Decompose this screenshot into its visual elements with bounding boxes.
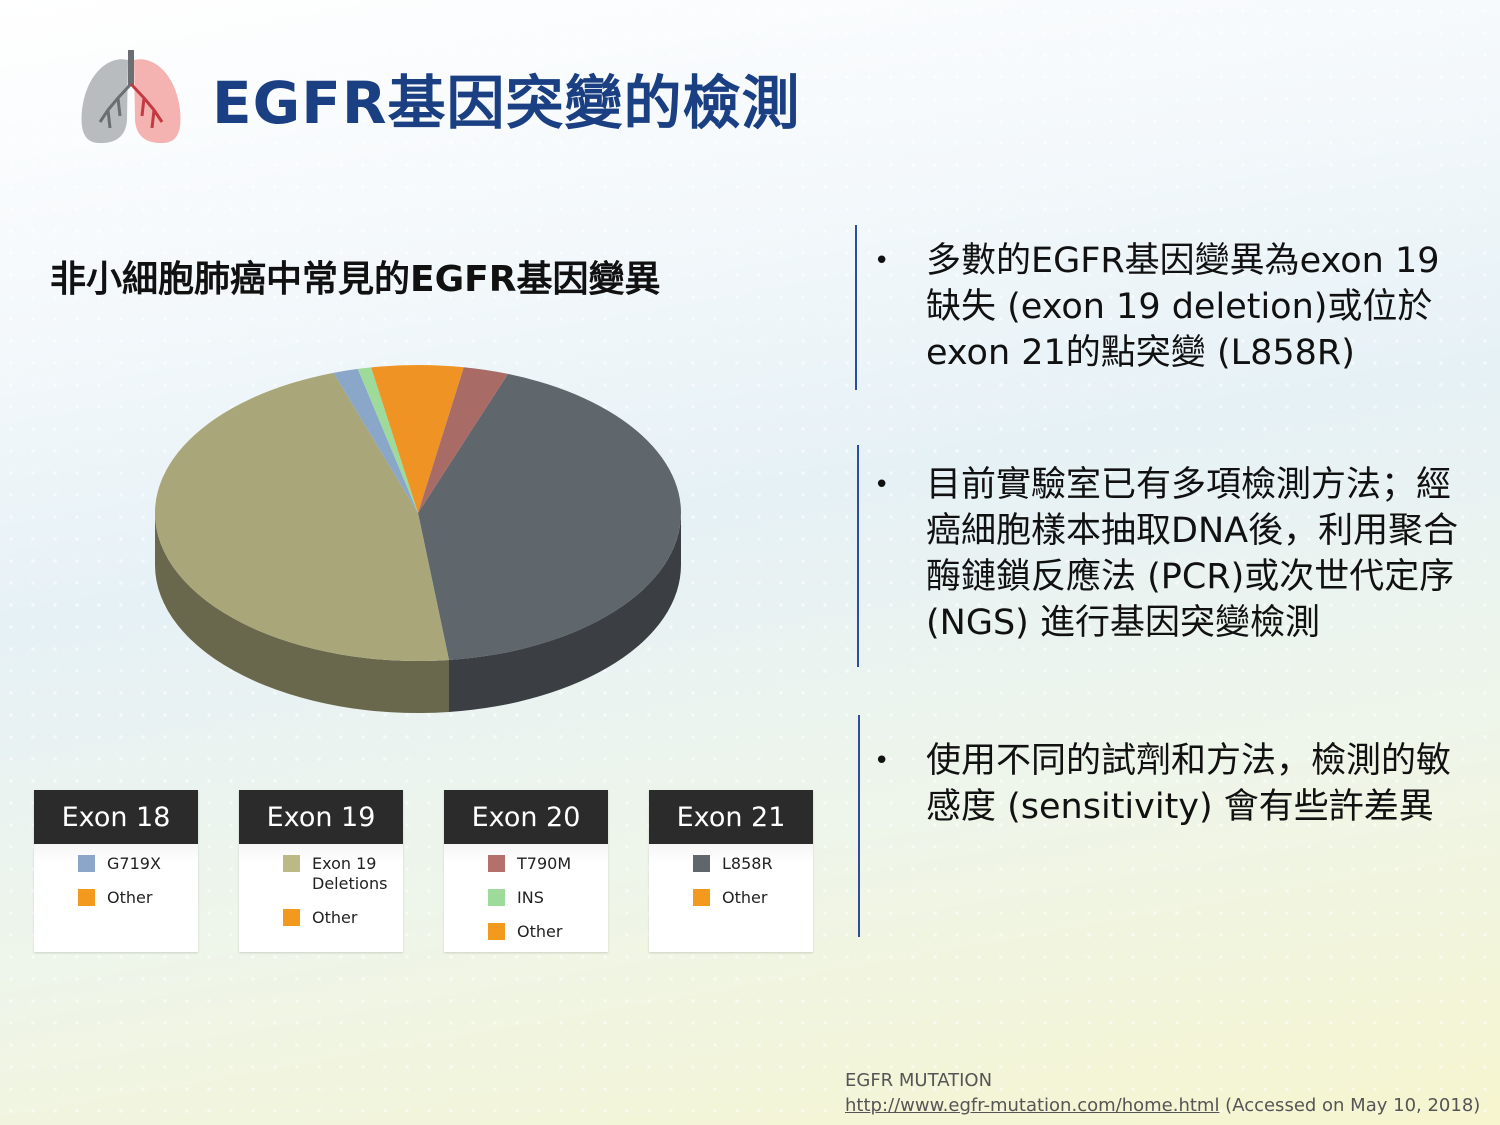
pie-slice-other <box>371 365 464 513</box>
legend-item: Other <box>78 888 198 908</box>
bullet-dot: • <box>874 246 890 276</box>
legend-header: Exon 20 <box>444 790 608 844</box>
source-citation: EGFR MUTATION http://www.egfr-mutation.c… <box>845 1068 1480 1118</box>
legend-item: INS <box>488 888 608 908</box>
legend-swatch <box>283 855 300 872</box>
legend-item: Other <box>488 922 608 942</box>
legend-item: G719X <box>78 854 198 874</box>
legend-swatch <box>488 855 505 872</box>
bullet-dot: • <box>874 470 890 500</box>
legend-label: L858R <box>722 854 773 873</box>
bullet-dot: • <box>874 746 890 776</box>
bullet-text: 使用不同的試劑和方法，檢測的敏感度 (sensitivity) 會有些許差異 <box>926 741 1452 827</box>
pie-slice-exon-19-deletions <box>154 372 449 662</box>
bullet-1: • 多數的EGFR基因變異為exon 19缺失 (exon 19 deletio… <box>870 238 1470 376</box>
legend-items: G719X Other <box>34 844 198 908</box>
pie-slice-l858r <box>418 373 682 660</box>
pie-slice-ins <box>357 367 418 513</box>
legend-items: Exon 19 Deletions Other <box>239 844 403 928</box>
legend-item: Other <box>693 888 813 908</box>
legend-items: L858R Other <box>649 844 813 908</box>
source-accessed: (Accessed on May 10, 2018) <box>1219 1095 1481 1116</box>
bullet-text: 目前實驗室已有多項檢測方法；經癌細胞樣本抽取DNA後，利用聚合酶鏈鎖反應法 (P… <box>926 465 1459 643</box>
legend-swatch <box>78 855 95 872</box>
legend-header: Exon 21 <box>649 790 813 844</box>
pie-chart <box>154 365 682 713</box>
legend-label: Other <box>312 908 358 927</box>
legend-label: Other <box>722 888 768 907</box>
source-title: EGFR MUTATION <box>845 1070 993 1091</box>
legend-item: Exon 19 Deletions <box>283 854 403 894</box>
chart-subtitle: 非小細胞肺癌中常見的EGFR基因變異 <box>50 259 661 300</box>
pie-slice-g719x <box>333 368 418 513</box>
divider-line-1 <box>855 225 857 390</box>
source-line: http://www.egfr-mutation.com/home.html (… <box>845 1093 1480 1118</box>
bullet-text: 多數的EGFR基因變異為exon 19缺失 (exon 19 deletion)… <box>926 241 1440 373</box>
pie-side-exon-19-deletions <box>155 513 449 713</box>
legend-swatch <box>693 889 710 906</box>
pie-slice-t790m <box>418 367 508 513</box>
source-link[interactable]: http://www.egfr-mutation.com/home.html <box>845 1095 1220 1116</box>
legend-item: Other <box>283 908 403 928</box>
legend-swatch <box>78 889 95 906</box>
legend-label: Other <box>107 888 153 907</box>
legend-swatch <box>693 855 710 872</box>
legend-items: T790M INS Other <box>444 844 608 942</box>
legend-box-3: Exon 20 T790M INS Other <box>444 790 608 952</box>
legend-header: Exon 18 <box>34 790 198 844</box>
legend-label: Other <box>517 922 563 941</box>
divider-line-2 <box>857 445 859 667</box>
legend-item: L858R <box>693 854 813 874</box>
legend-swatch <box>488 889 505 906</box>
legend-box-4: Exon 21 L858R Other <box>649 790 813 952</box>
legend-label: T790M <box>517 854 572 873</box>
legend-box-2: Exon 19 Exon 19 Deletions Other <box>239 790 403 952</box>
legend-swatch <box>488 923 505 940</box>
lungs-icon <box>81 50 181 144</box>
page-title: EGFR基因突變的檢測 <box>212 69 801 137</box>
legend-label: Exon 19 Deletions <box>312 854 388 893</box>
bullet-3: • 使用不同的試劑和方法，檢測的敏感度 (sensitivity) 會有些許差異 <box>870 738 1470 830</box>
legend-header: Exon 19 <box>239 790 403 844</box>
bullet-2: • 目前實驗室已有多項檢測方法；經癌細胞樣本抽取DNA後，利用聚合酶鏈鎖反應法 … <box>870 462 1470 646</box>
legend-box-1: Exon 18 G719X Other <box>34 790 198 952</box>
legend-label: INS <box>517 888 544 907</box>
legend-swatch <box>283 909 300 926</box>
divider-line-3 <box>858 715 860 937</box>
pie-side-l858r <box>449 513 681 712</box>
legend-label: G719X <box>107 854 161 873</box>
title-area: EGFR基因突變的檢測 <box>78 48 801 148</box>
legend-item: T790M <box>488 854 608 874</box>
